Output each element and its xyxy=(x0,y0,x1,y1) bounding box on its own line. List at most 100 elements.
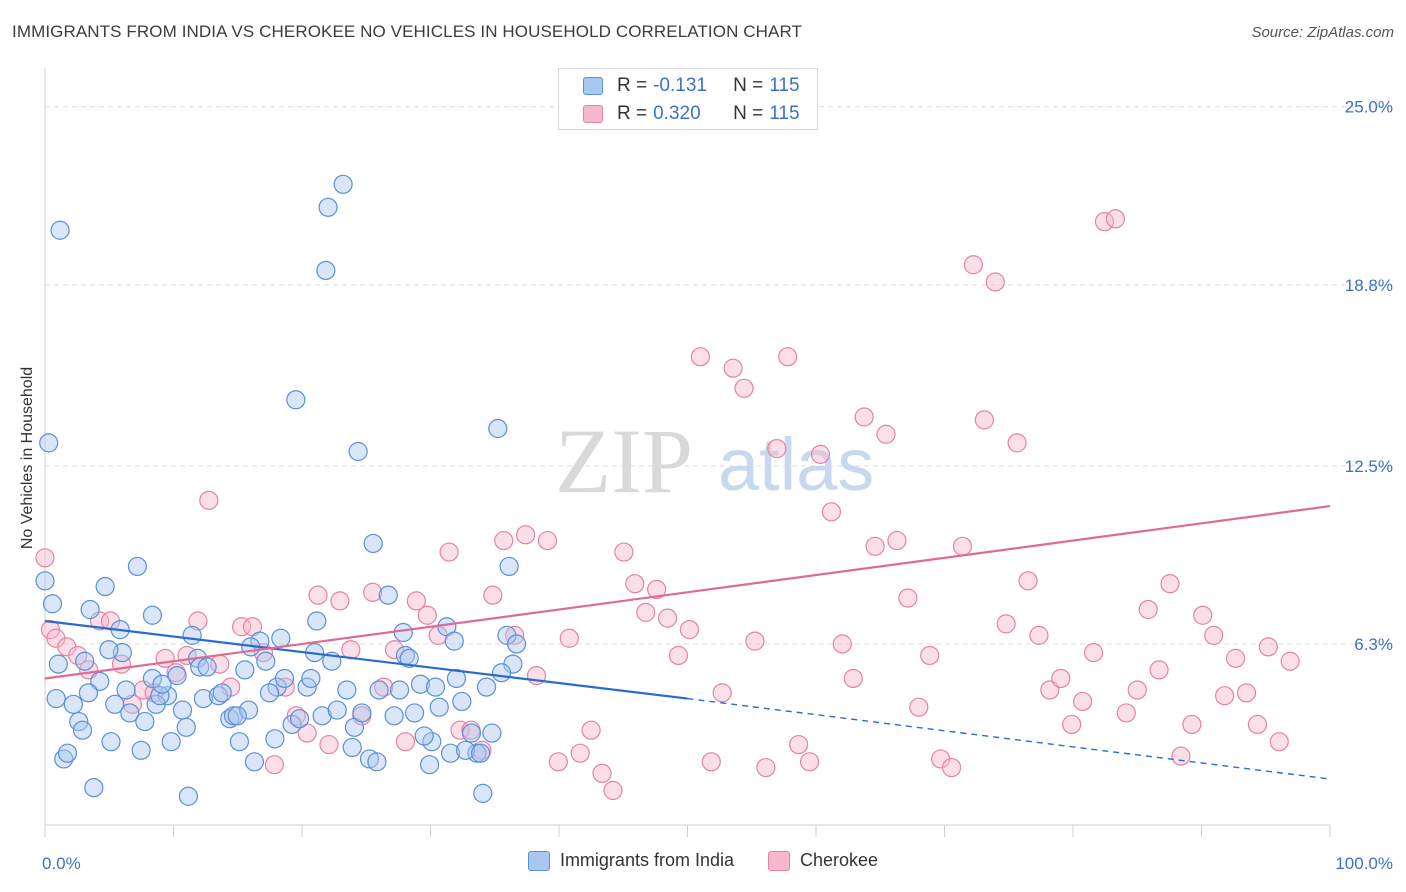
cherokee-point-73 xyxy=(821,502,842,522)
x-tick-label-0: 0.0% xyxy=(42,854,81,873)
chart-title: IMMIGRANTS FROM INDIA VS CHEROKEE NO VEH… xyxy=(12,22,803,41)
india-point-57 xyxy=(318,197,338,217)
india-point-42 xyxy=(131,740,151,760)
y-tick-label-0: 6.3% xyxy=(1354,635,1393,654)
watermark-atlas: atlas xyxy=(718,423,874,506)
cherokee-point-103 xyxy=(1149,660,1169,680)
y-tick-label-2: 18.8% xyxy=(1345,276,1393,295)
cherokee-point-90 xyxy=(1007,433,1027,453)
india-point-53 xyxy=(271,628,291,648)
cherokee-point-102 xyxy=(1138,599,1158,620)
cherokee-point-0 xyxy=(35,548,55,568)
cherokee-point-42 xyxy=(483,585,503,605)
cherokee-trend-line xyxy=(44,504,1331,680)
x-tick-labels: 0.0% 100.0% xyxy=(42,854,1393,873)
india-point-1 xyxy=(50,220,70,240)
india-point-106 xyxy=(476,677,497,697)
india-point-64 xyxy=(410,674,431,694)
legend-label-cherokee: Cherokee xyxy=(800,850,879,870)
cherokee-point-50 xyxy=(570,743,590,763)
india-point-44 xyxy=(161,732,181,752)
india-point-96 xyxy=(352,703,372,723)
legend-label-india: Immigrants from India xyxy=(559,850,734,870)
cherokee-point-49 xyxy=(559,628,579,648)
cherokee-point-54 xyxy=(614,542,634,562)
india-point-52 xyxy=(256,651,276,671)
india-point-67 xyxy=(455,740,476,760)
india-point-60 xyxy=(363,533,383,554)
cherokee-point-108 xyxy=(1204,625,1224,645)
cherokee-point-106 xyxy=(1182,714,1202,735)
india-point-70 xyxy=(488,418,508,439)
cherokee-point-71 xyxy=(799,752,820,772)
india-point-39 xyxy=(99,640,119,660)
cherokee-point-48 xyxy=(548,752,568,772)
india-point-102 xyxy=(429,697,449,717)
india-r-value: -0.131 xyxy=(653,75,707,96)
cherokee-point-60 xyxy=(679,620,700,640)
cherokee-point-51 xyxy=(581,720,601,740)
cherokee-point-66 xyxy=(745,631,765,651)
cherokee-point-52 xyxy=(592,763,612,783)
india-point-73 xyxy=(57,743,78,763)
india-point-34 xyxy=(499,556,519,577)
source-label: Source: ZipAtlas.com xyxy=(1251,24,1394,41)
cherokee-point-96 xyxy=(1073,691,1093,712)
india-point-25 xyxy=(389,680,410,700)
cherokee-point-27 xyxy=(319,734,339,755)
india-point-13 xyxy=(220,709,240,729)
cherokee-point-84 xyxy=(941,757,962,778)
cherokee-point-58 xyxy=(657,608,678,628)
india-point-26 xyxy=(404,703,425,723)
cherokee-point-87 xyxy=(974,410,994,430)
india-point-76 xyxy=(90,671,110,691)
india-point-35 xyxy=(39,433,59,453)
india-point-30 xyxy=(452,691,472,712)
india-point-0 xyxy=(35,571,55,591)
legend-swatch-cherokee xyxy=(768,850,790,871)
cherokee-point-88 xyxy=(985,272,1005,292)
cherokee-point-107 xyxy=(1193,605,1213,625)
cherokee-point-29 xyxy=(341,640,361,660)
cherokee-point-105 xyxy=(1171,746,1191,766)
india-point-10 xyxy=(172,700,193,720)
india-point-54 xyxy=(286,390,306,410)
watermark: ZIP atlas xyxy=(555,410,874,512)
india-point-48 xyxy=(208,686,229,706)
india-point-97 xyxy=(367,752,387,772)
india-point-82 xyxy=(167,665,187,686)
cherokee-point-78 xyxy=(876,424,896,444)
legend-item-india: Immigrants from India xyxy=(527,850,734,871)
india-point-98 xyxy=(369,680,389,700)
cherokee-n-value: 115 xyxy=(769,103,800,124)
india-point-27 xyxy=(420,755,440,775)
x-tick-label-1: 100.0% xyxy=(1335,854,1393,873)
cherokee-point-76 xyxy=(854,407,874,427)
cherokee-point-57 xyxy=(647,579,667,600)
cherokee-point-39 xyxy=(450,720,470,740)
india-point-79 xyxy=(135,711,155,732)
india-r-label: R = xyxy=(617,75,648,96)
cherokee-point-38 xyxy=(439,542,459,562)
cherokee-point-63 xyxy=(712,683,732,703)
india-point-85 xyxy=(212,683,232,703)
india-n-label: N = xyxy=(733,75,764,96)
india-point-105 xyxy=(461,723,482,743)
india-point-69 xyxy=(473,783,493,803)
series-legend: Immigrants from India Cherokee xyxy=(0,850,1406,871)
cherokee-point-16 xyxy=(199,490,219,510)
cherokee-point-26 xyxy=(308,585,328,605)
grid-lines xyxy=(45,106,1395,645)
india-point-56 xyxy=(316,260,336,281)
india-point-2 xyxy=(127,556,147,577)
india-point-68 xyxy=(471,743,491,763)
india-point-20 xyxy=(312,706,332,726)
cherokee-point-65 xyxy=(734,378,754,398)
cherokee-point-15 xyxy=(188,611,208,631)
cherokee-point-81 xyxy=(909,697,929,717)
cherokee-point-55 xyxy=(625,574,645,594)
cherokee-r-label: R = xyxy=(617,103,648,124)
stats-row-cherokee: R = 0.320 N = 115 xyxy=(583,101,800,127)
cherokee-point-67 xyxy=(756,757,776,778)
